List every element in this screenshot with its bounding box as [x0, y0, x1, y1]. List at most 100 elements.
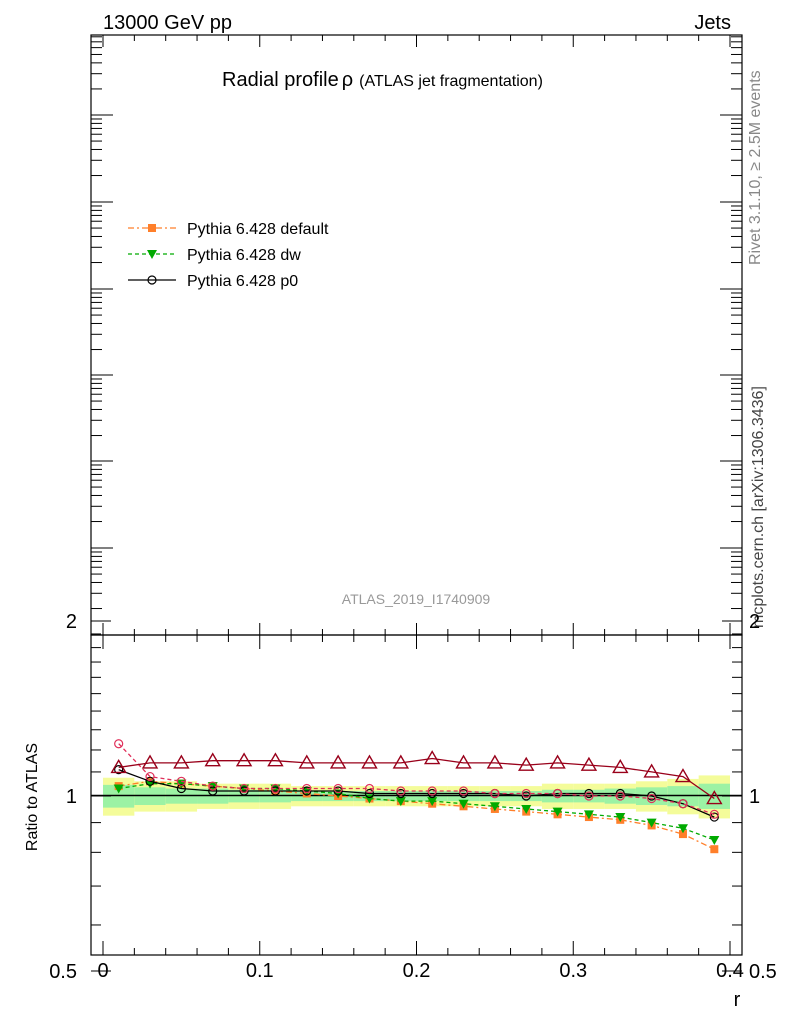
data-point — [552, 807, 563, 817]
data-point — [114, 739, 124, 749]
data-point — [521, 791, 531, 801]
legend-marker — [148, 224, 156, 232]
data-point — [270, 783, 281, 794]
ratio-tick-labels: 0.5 0.5 1 1 2 2 0 0.1 0.2 0.3 0.4 — [49, 611, 777, 983]
data-point — [521, 804, 532, 814]
data-point — [145, 776, 155, 786]
legend-label: Pythia 6.428 default — [187, 221, 329, 238]
data-point — [427, 786, 437, 796]
data-point — [302, 786, 312, 796]
data-point — [615, 791, 625, 801]
data-point — [710, 845, 719, 854]
y-tick-label-right: 2 — [749, 611, 760, 633]
data-point — [612, 758, 629, 774]
y-axis-label: Ratio to ATLAS — [24, 743, 41, 851]
data-point — [709, 812, 719, 822]
ratio-panel-ticks — [91, 620, 742, 972]
y-tick-label-right: 0.5 — [749, 961, 777, 983]
data-point — [674, 768, 692, 783]
data-point — [427, 797, 438, 807]
main-title-text: Radial profile — [222, 69, 339, 91]
main-panel-ticks — [91, 35, 742, 635]
y-tick-label: 1 — [66, 786, 77, 808]
data-point — [423, 750, 441, 765]
legend-entry: Pythia 6.428 p0 — [128, 273, 298, 290]
legend-entry: Pythia 6.428 dw — [128, 247, 301, 264]
series-line — [118, 769, 715, 818]
data-point — [141, 754, 159, 769]
data-point — [489, 802, 500, 812]
data-point — [580, 756, 598, 771]
data-point — [490, 788, 500, 799]
data-point — [364, 788, 375, 799]
data-point — [552, 788, 563, 799]
mcplots-source-label: mcplots.cern.ch [arXiv:1306.3436] — [750, 386, 767, 628]
data-point — [361, 754, 378, 769]
ratio-series-5 — [110, 750, 723, 805]
data-point — [173, 754, 190, 769]
ratio-series-group — [110, 739, 723, 854]
data-point — [584, 788, 594, 799]
data-point — [364, 783, 375, 794]
legend-marker — [147, 275, 157, 285]
legend-label: Pythia 6.428 p0 — [187, 273, 298, 290]
series-line — [118, 757, 715, 800]
legend-entry: Pythia 6.428 default — [128, 221, 329, 238]
data-point — [333, 783, 343, 794]
data-point — [709, 836, 720, 846]
x-tick-label: 0.4 — [716, 960, 744, 982]
data-point — [549, 754, 566, 769]
legend-label: Pythia 6.428 dw — [187, 247, 301, 264]
data-point — [615, 813, 626, 823]
x-tick-label: 0.1 — [246, 960, 274, 982]
data-point — [176, 783, 186, 794]
data-point — [647, 793, 657, 804]
data-point — [458, 788, 469, 799]
data-point — [239, 783, 249, 794]
data-point — [110, 758, 127, 774]
data-point — [677, 824, 688, 834]
data-point — [678, 799, 688, 809]
x-tick-label: 0.3 — [559, 960, 587, 982]
data-point — [396, 786, 406, 796]
legend-marker — [147, 250, 157, 259]
rivet-version-label: Rivet 3.1.10, ≥ 2.5M events — [747, 70, 764, 265]
analysis-tag: ATLAS_2019_I1740909 — [342, 591, 491, 607]
data-point — [647, 791, 657, 801]
data-point — [239, 786, 249, 796]
data-point — [427, 788, 437, 799]
header-right-label: Jets — [694, 12, 731, 34]
data-point — [208, 781, 218, 791]
data-point — [458, 799, 469, 809]
ratio-series-4 — [114, 739, 719, 819]
data-point — [267, 752, 284, 767]
data-point — [706, 790, 723, 805]
data-point — [709, 809, 719, 819]
data-point — [392, 754, 410, 769]
header-left-label: 13000 GeV pp — [103, 12, 232, 34]
data-point — [615, 788, 625, 799]
data-point — [145, 771, 155, 782]
data-point — [458, 786, 469, 796]
data-point — [329, 754, 347, 769]
y-tick-label: 2 — [66, 611, 77, 633]
data-point — [678, 830, 687, 839]
data-point — [643, 763, 660, 778]
data-point — [204, 752, 221, 767]
data-point — [302, 783, 312, 794]
data-point — [270, 786, 281, 796]
data-point — [583, 810, 594, 820]
main-panel-frame — [90, 34, 743, 636]
x-tick-label: 0.2 — [403, 960, 431, 982]
main-title-subtitle: (ATLAS jet fragmentation) — [359, 73, 543, 90]
data-point — [113, 784, 124, 794]
y-tick-label-right: 1 — [749, 786, 760, 808]
data-point — [396, 788, 406, 799]
data-point — [521, 788, 531, 799]
y-tick-label: 0.5 — [49, 961, 77, 983]
data-point — [518, 756, 535, 771]
data-point — [298, 754, 315, 769]
data-point — [235, 752, 253, 767]
data-point — [208, 786, 218, 796]
